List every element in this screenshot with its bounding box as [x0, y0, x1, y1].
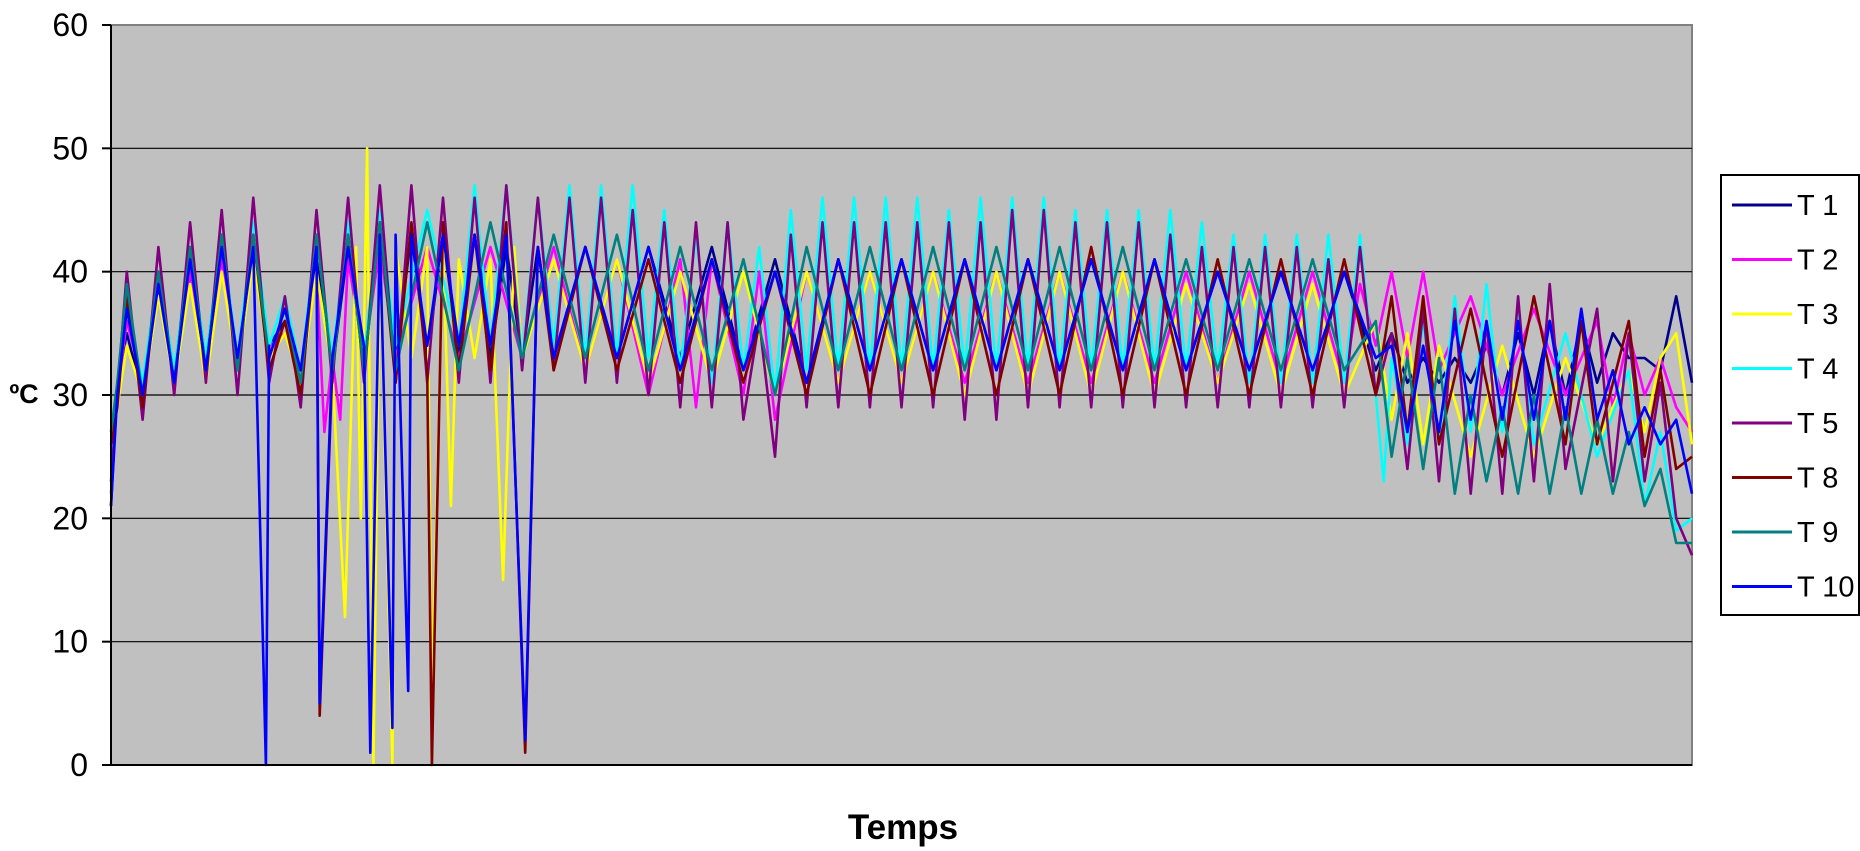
- legend-label: T 1: [1797, 190, 1838, 222]
- y-tick-label: 50: [52, 130, 88, 166]
- y-tick-labels: 0 10 20 30 40 50 60: [52, 7, 111, 783]
- legend-label: T 2: [1797, 245, 1838, 277]
- y-tick-label: 10: [52, 624, 88, 660]
- legend: T 1 T 2 T 3 T 4 T 5 T 8 T 9 T 10: [1720, 174, 1860, 616]
- legend-label: T 9: [1797, 517, 1838, 549]
- y-tick-label: 40: [52, 254, 88, 290]
- x-axis-title: Temps: [848, 808, 958, 847]
- y-axis-title: ºC: [9, 379, 38, 409]
- legend-label: T 4: [1797, 354, 1838, 386]
- legend-label: T 3: [1797, 299, 1838, 331]
- legend-label: T 5: [1797, 408, 1838, 440]
- legend-label: T 10: [1797, 572, 1855, 604]
- y-tick-label: 0: [70, 747, 88, 783]
- legend-label: T 8: [1797, 463, 1838, 495]
- series-line-t10: [109, 233, 1694, 767]
- y-tick-label: 20: [52, 500, 88, 536]
- y-tick-label: 30: [52, 377, 88, 413]
- series-layer: [109, 147, 1694, 767]
- legend-box: [1720, 174, 1860, 616]
- legend-items: T 1 T 2 T 3 T 4 T 5 T 8 T 9 T 10: [1732, 190, 1855, 604]
- y-tick-label: 60: [52, 7, 88, 43]
